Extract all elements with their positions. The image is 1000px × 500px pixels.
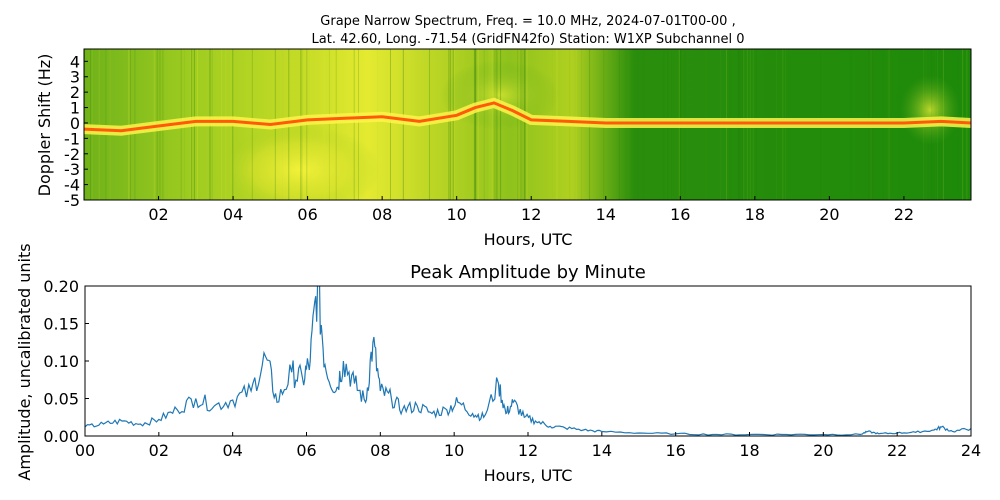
amplitude-x-tick-label: 00 [75,441,95,460]
spectrogram-x-ticks: 02 04 06 08 10 12 14 16 18 20 22 [148,196,914,224]
amplitude-x-ticks: 00 02 04 06 08 10 12 14 16 18 20 22 24 [75,432,981,460]
spectrum-title-line1: Grape Narrow Spectrum, Freq. = 10.0 MHz,… [320,14,735,29]
amplitude-x-tick-label: 02 [149,441,169,460]
amplitude-x-axis-label: Hours, UTC [484,466,573,485]
doppler-trace [84,101,971,133]
spectrogram-frame [83,48,972,201]
spectrogram-x-axis-label: Hours, UTC [484,230,573,249]
amplitude-y-tick-label: 0.10 [43,352,79,371]
amplitude-x-tick-label: 10 [444,441,464,460]
spectrogram-x-tick-label: 22 [894,205,914,224]
spectrogram-blob-evening [900,75,960,145]
amplitude-plot-area [85,286,971,436]
spectrogram-x-tick-label: 06 [297,205,317,224]
amplitude-x-tick-label: 18 [739,441,759,460]
amplitude-x-tick-label: 20 [813,441,833,460]
spectrogram-y-axis-label: Doppler Shift (Hz) [35,54,54,197]
amplitude-x-tick-label: 12 [518,441,538,460]
amplitude-x-tick-label: 24 [961,441,981,460]
spectrogram-y-tick-label: 0 [70,114,80,133]
spectrogram-x-tick-label: 08 [372,205,392,224]
amplitude-x-tick-label: 16 [665,441,685,460]
amplitude-y-tick-label: 0.00 [43,427,79,446]
spectrogram-blob-morning [220,125,380,200]
amplitude-y-tick-label: 0.15 [43,315,79,334]
amplitude-x-tick-label: 06 [296,441,316,460]
spectrogram-y-tick-label: 4 [70,52,80,71]
amplitude-x-tick-label: 04 [222,441,242,460]
amplitude-y-tick-label: 0.20 [43,277,79,296]
amplitude-title: Peak Amplitude by Minute [410,262,646,283]
spectrogram-x-tick-label: 14 [596,205,616,224]
spectrogram-y-tick-label: -2 [64,145,80,164]
amplitude-x-tick-label: 22 [887,441,907,460]
amplitude-y-tick-label: 0.05 [43,390,79,409]
amplitude-x-tick-label: 08 [370,441,390,460]
spectrogram-x-tick-label: 20 [819,205,839,224]
spectrogram-x-tick-label: 18 [745,205,765,224]
spectrogram-y-tick-label: 1 [70,99,80,118]
spectrogram-y-tick-label: 2 [70,83,80,102]
spectrogram-x-tick-label: 04 [223,205,243,224]
spectrogram-y-tick-label: -1 [64,129,80,148]
spectrogram-x-tick-label: 12 [521,205,541,224]
spectrum-title-line2: Lat. 42.60, Long. -71.54 (GridFN42fo) St… [312,32,745,47]
spectrogram-x-tick-label: 16 [670,205,690,224]
spectrogram-y-tick-label: 3 [70,68,80,87]
spectrogram-x-tick-label: 02 [148,205,168,224]
spectrogram-y-tick-label: -5 [64,191,80,210]
amplitude-y-axis-label: Amplitude, uncalibrated units [15,243,34,480]
spectrogram-y-tick-label: -4 [64,176,80,195]
spectrogram-x-tick-label: 10 [447,205,467,224]
spectrogram-y-tick-label: -3 [64,160,80,179]
amplitude-x-tick-label: 14 [592,441,612,460]
amplitude-y-ticks: 0.00 0.05 0.10 0.15 0.20 [43,277,89,446]
